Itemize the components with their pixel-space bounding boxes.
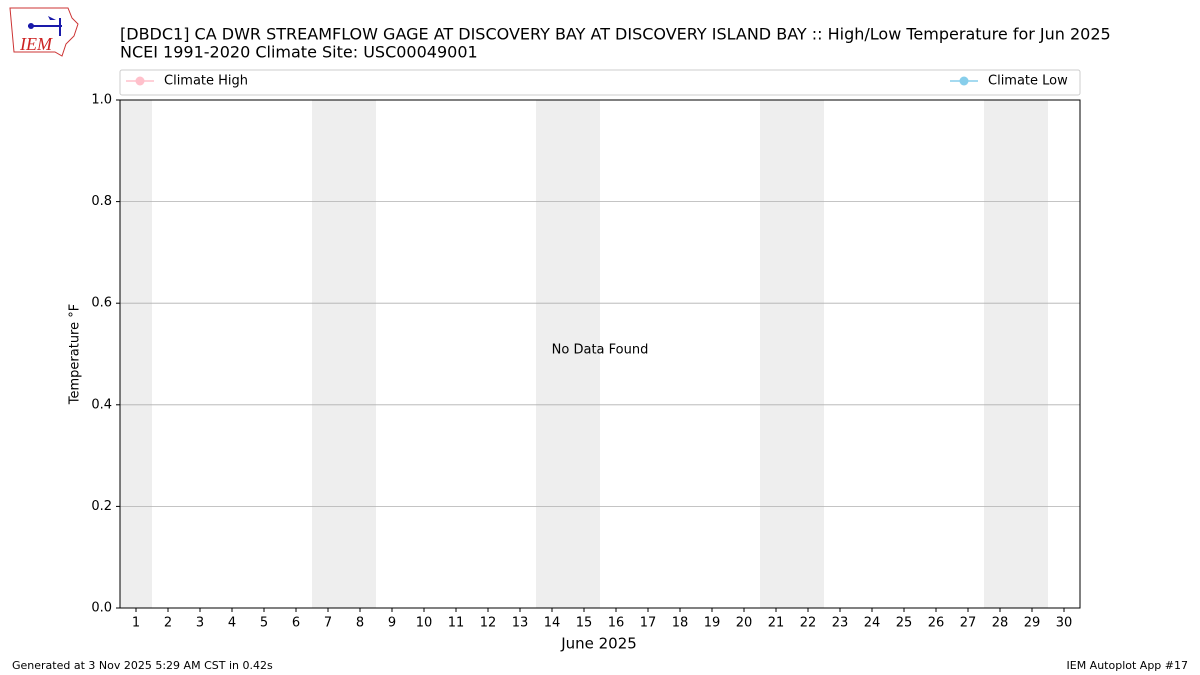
x-tick-label: 15	[576, 616, 593, 631]
x-tick-label: 4	[228, 616, 236, 631]
legend-marker	[959, 76, 969, 86]
x-tick-label: 17	[640, 616, 657, 631]
x-tick-label: 7	[324, 616, 332, 631]
x-tick-label: 3	[196, 616, 204, 631]
x-tick-label: 29	[1024, 616, 1041, 631]
plot-frame	[119, 99, 1081, 609]
x-tick-label: 18	[672, 616, 689, 631]
x-tick-label: 28	[992, 616, 1009, 631]
y-tick-label: 0.6	[91, 296, 112, 311]
y-axis-label: Temperature °F	[68, 304, 83, 405]
x-tick-label: 23	[832, 616, 849, 631]
y-tick-label: 0.4	[91, 397, 112, 412]
footer-right: IEM Autoplot App #17	[1067, 659, 1189, 672]
x-tick-label: 22	[800, 616, 817, 631]
x-tick-label: 13	[512, 616, 529, 631]
legend-label: Climate Low	[988, 74, 1068, 89]
legend-label: Climate High	[164, 74, 248, 89]
x-tick-label: 21	[768, 616, 785, 631]
weekend-shade	[760, 100, 792, 608]
x-tick-label: 10	[416, 616, 433, 631]
y-tick-label: 0.0	[91, 601, 112, 616]
y-tick-label: 0.2	[91, 499, 112, 514]
y-tick-label: 1.0	[91, 93, 112, 108]
weekend-shade	[536, 100, 568, 608]
weekend-shade	[1016, 100, 1048, 608]
footer-left: Generated at 3 Nov 2025 5:29 AM CST in 0…	[12, 659, 273, 672]
x-tick-label: 5	[260, 616, 268, 631]
x-tick-label: 27	[960, 616, 977, 631]
x-tick-label: 6	[292, 616, 300, 631]
x-tick-label: 24	[864, 616, 881, 631]
x-tick-label: 8	[356, 616, 364, 631]
weekend-shade	[984, 100, 1016, 608]
x-tick-label: 14	[544, 616, 561, 631]
chart-subtitle: NCEI 1991-2020 Climate Site: USC00049001	[120, 43, 478, 62]
x-tick-label: 11	[448, 616, 465, 631]
x-axis-label: June 2025	[560, 635, 637, 653]
x-tick-label: 16	[608, 616, 625, 631]
x-tick-label: 30	[1056, 616, 1073, 631]
weekend-shade	[792, 100, 824, 608]
weekend-shade	[344, 100, 376, 608]
x-tick-label: 25	[896, 616, 913, 631]
x-tick-label: 9	[388, 616, 396, 631]
logo: IEM	[9, 7, 79, 57]
weekend-shade	[120, 100, 152, 608]
chart-title: [DBDC1] CA DWR STREAMFLOW GAGE AT DISCOV…	[120, 25, 1111, 44]
x-tick-label: 19	[704, 616, 721, 631]
legend	[119, 69, 1081, 96]
legend-marker	[135, 76, 145, 86]
x-tick-label: 1	[132, 616, 140, 631]
x-tick-label: 20	[736, 616, 753, 631]
logo-text: IEM	[19, 34, 53, 54]
x-tick-label: 12	[480, 616, 497, 631]
x-tick-label: 26	[928, 616, 945, 631]
weekend-shade	[568, 100, 600, 608]
weekend-shade	[312, 100, 344, 608]
annotation: No Data Found	[552, 343, 649, 358]
y-tick-label: 0.8	[91, 194, 112, 209]
x-tick-label: 2	[164, 616, 172, 631]
